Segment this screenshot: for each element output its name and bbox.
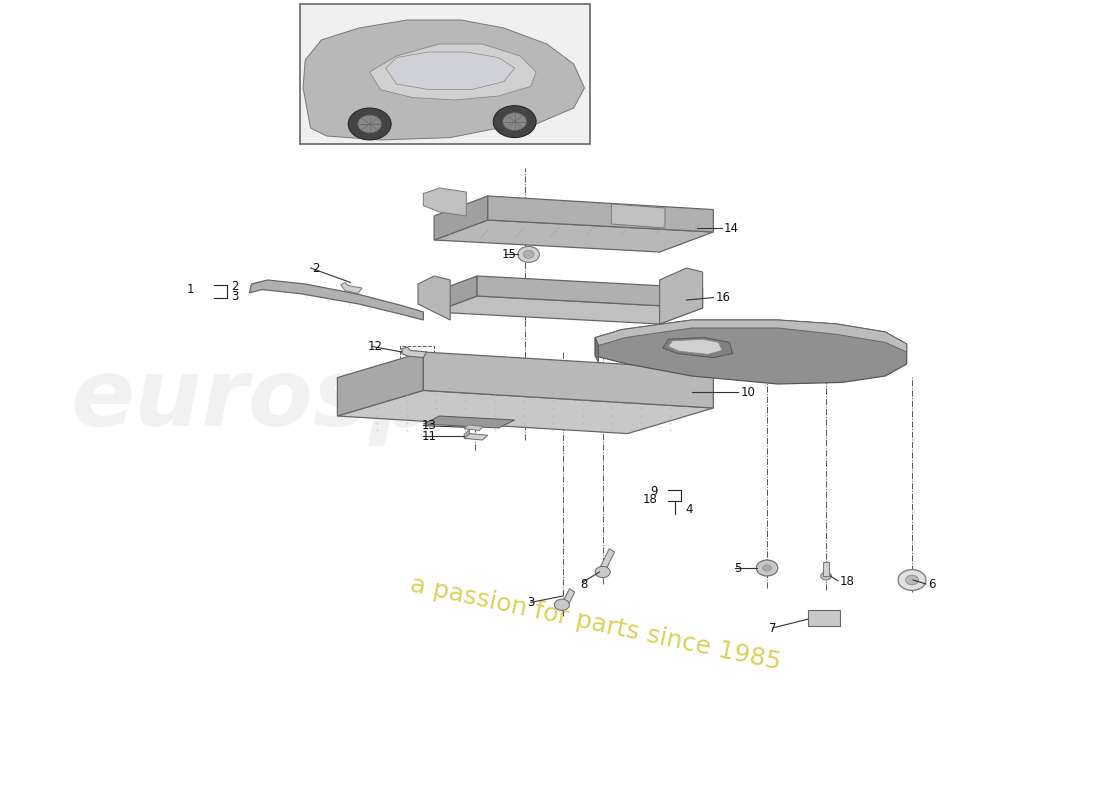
Circle shape [358,115,382,133]
Circle shape [349,108,392,140]
Text: 5: 5 [734,562,741,574]
Text: 2: 2 [311,262,319,274]
Circle shape [898,570,926,590]
Text: 3: 3 [528,596,535,609]
Circle shape [905,575,918,585]
Polygon shape [402,347,427,358]
Polygon shape [424,416,515,428]
Polygon shape [595,320,906,352]
Polygon shape [418,276,450,320]
Bar [300,4,590,144]
Polygon shape [487,196,713,232]
Text: 8: 8 [580,578,587,590]
Polygon shape [424,188,466,216]
Text: 12: 12 [367,340,383,353]
Polygon shape [595,338,598,362]
Circle shape [821,572,832,580]
Circle shape [503,113,527,130]
Polygon shape [477,276,703,308]
Polygon shape [370,44,536,100]
Polygon shape [464,434,487,440]
Text: 11: 11 [421,430,437,442]
Circle shape [493,106,536,138]
Text: 7: 7 [769,622,777,634]
Polygon shape [434,220,713,252]
Polygon shape [823,562,829,576]
Text: 18: 18 [642,493,658,506]
Polygon shape [250,280,424,320]
Text: a passion for parts since 1985: a passion for parts since 1985 [408,573,783,675]
Text: 3: 3 [231,290,239,302]
Polygon shape [424,352,713,408]
Text: 6: 6 [928,578,936,590]
Text: 14: 14 [724,222,739,234]
Text: 10: 10 [740,386,755,398]
Circle shape [762,565,771,571]
Polygon shape [663,338,733,358]
Text: 15: 15 [502,248,517,261]
Text: 13: 13 [421,419,436,432]
Circle shape [595,566,610,578]
Polygon shape [434,276,477,312]
Polygon shape [464,430,470,438]
Text: 16: 16 [715,291,730,304]
Polygon shape [668,339,722,354]
Text: 2: 2 [231,280,239,293]
Circle shape [518,246,539,262]
Polygon shape [807,610,840,626]
Polygon shape [338,352,424,416]
Polygon shape [304,20,584,140]
Circle shape [554,599,570,610]
Circle shape [524,250,534,258]
Polygon shape [338,390,713,434]
Polygon shape [601,549,615,570]
Polygon shape [612,204,666,228]
Polygon shape [464,425,484,430]
Text: 1: 1 [187,283,195,296]
Polygon shape [386,52,515,90]
Polygon shape [563,589,575,605]
Polygon shape [434,196,487,240]
Text: eurospares: eurospares [70,354,669,446]
Text: 18: 18 [840,575,855,588]
Polygon shape [595,320,906,384]
Polygon shape [660,268,703,324]
Text: 4: 4 [685,503,693,516]
Polygon shape [434,296,703,324]
Text: 9: 9 [650,485,658,498]
Circle shape [757,560,778,576]
Polygon shape [341,282,362,294]
